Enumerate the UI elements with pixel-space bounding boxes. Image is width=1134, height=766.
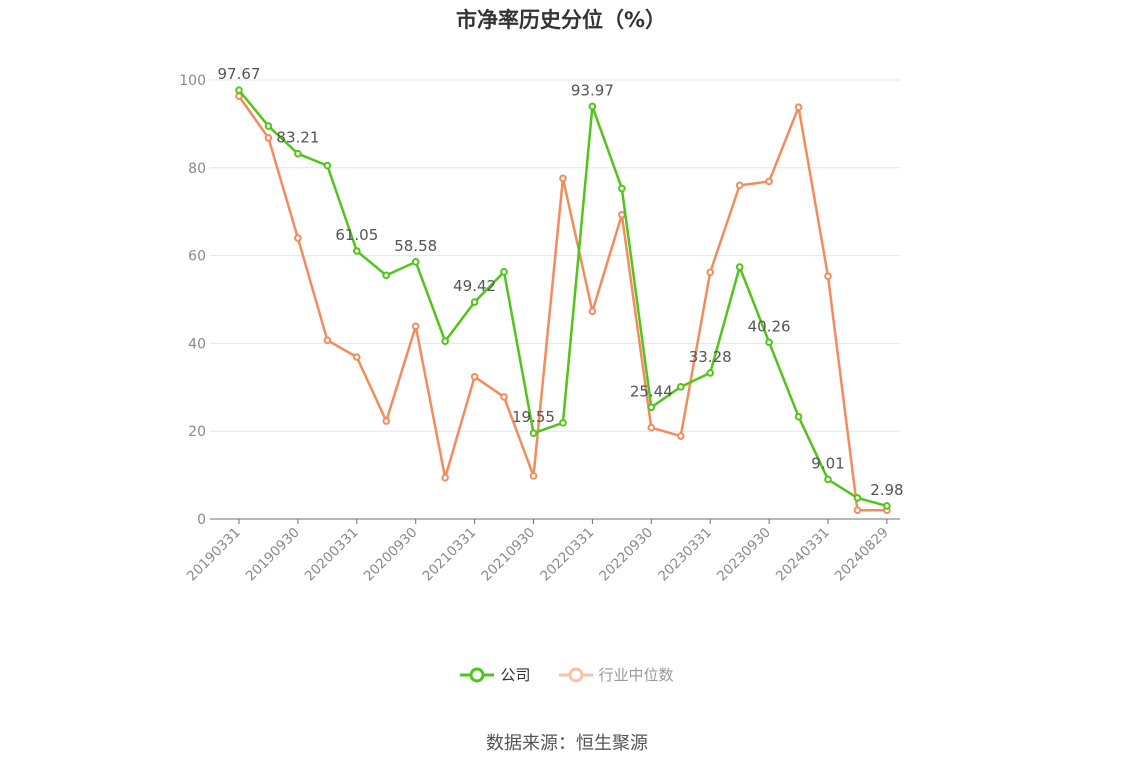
- data-point: [618, 210, 626, 219]
- x-tick-label: 20190331: [184, 525, 244, 585]
- legend-line-icon: [460, 667, 495, 682]
- legend-line-icon: [558, 667, 593, 682]
- data-label: 25.44: [630, 382, 673, 400]
- data-point: [765, 338, 773, 347]
- data-point: [411, 258, 420, 266]
- data-label: 61.05: [335, 226, 378, 244]
- data-point: [676, 383, 685, 391]
- data-point: [264, 122, 273, 130]
- data-point: [588, 102, 597, 111]
- legend-label-company: 公司: [500, 666, 531, 684]
- data-point: [353, 247, 361, 255]
- data-point: [883, 502, 891, 510]
- x-tick-label: 20200930: [361, 525, 421, 585]
- data-point: [647, 403, 656, 412]
- data-point: [853, 506, 862, 515]
- chart-plot: 0 20 40 60 80 100 2019033120190930202003312020…: [179, 65, 904, 584]
- data-label: 93.97: [571, 81, 614, 99]
- data-point: [559, 174, 567, 183]
- data-label: 40.26: [748, 317, 791, 335]
- series-line-company: [238, 89, 888, 508]
- data-point: [824, 272, 832, 281]
- data-point: [529, 472, 538, 480]
- data-point: [706, 268, 715, 277]
- legend-item-industry[interactable]: 行业中位数: [558, 664, 674, 685]
- x-tick-label: 20230331: [655, 525, 715, 585]
- data-point: [559, 419, 567, 427]
- data-labels: 97.67 83.21 61.05 58.58 49.42 19.55 93.97 25.44…: [218, 65, 904, 499]
- data-label: 58.58: [394, 237, 437, 255]
- data-point: [353, 353, 361, 361]
- data-label: 97.67: [218, 65, 261, 83]
- data-point: [470, 372, 479, 381]
- x-tick-label: 20220331: [537, 525, 597, 585]
- x-tick-label: 20200331: [302, 525, 362, 585]
- data-point: [323, 161, 332, 170]
- data-point: [382, 417, 391, 425]
- chart-title: 市净率历史分位（%）: [455, 8, 667, 32]
- y-tick-label: 80: [188, 161, 206, 177]
- data-point: [735, 263, 744, 271]
- axes: 0 20 40 60 80 100 2019033120190930202003312020…: [179, 73, 900, 584]
- data-source: 数据来源：恒生聚源: [486, 733, 648, 754]
- data-label: 19.55: [512, 408, 555, 426]
- legend-item-company[interactable]: 公司: [460, 664, 531, 685]
- data-point: [676, 432, 685, 440]
- data-point: [294, 234, 302, 242]
- series-lines: [235, 86, 891, 515]
- y-tick-label: 100: [179, 73, 206, 89]
- data-point: [411, 322, 420, 331]
- data-point: [500, 268, 508, 276]
- x-tick-label: 20190930: [243, 525, 303, 585]
- data-label: 33.28: [689, 348, 732, 366]
- y-tick-label: 60: [188, 249, 206, 265]
- data-point: [853, 494, 862, 502]
- data-label: 83.21: [276, 129, 319, 147]
- series-line-industry: [237, 95, 887, 512]
- data-point: [735, 181, 744, 190]
- data-point: [647, 423, 656, 432]
- x-tick-label: 20210331: [420, 525, 480, 585]
- x-tick-label: 20240331: [773, 525, 833, 585]
- data-point: [794, 412, 803, 421]
- x-tick-label: 20220930: [596, 525, 656, 585]
- data-point: [794, 103, 803, 112]
- legend: 公司 行业中位数: [0, 664, 1134, 685]
- data-point: [441, 337, 449, 346]
- x-tick-label: 20240829: [832, 525, 892, 585]
- y-tick-label: 40: [188, 336, 206, 352]
- data-point: [618, 184, 626, 193]
- y-tick-label: 20: [188, 424, 206, 440]
- x-tick-label: 20210930: [478, 525, 538, 585]
- data-point: [588, 307, 597, 316]
- data-point: [294, 149, 302, 158]
- data-point: [264, 134, 273, 142]
- data-point: [824, 475, 832, 484]
- data-point: [765, 177, 773, 186]
- data-point: [470, 298, 479, 306]
- data-point: [706, 369, 715, 377]
- data-point: [235, 86, 243, 95]
- data-label: 9.01: [811, 454, 844, 472]
- x-tick-label: 20230930: [714, 525, 774, 585]
- data-label: 49.42: [453, 277, 496, 295]
- data-point: [382, 271, 391, 280]
- data-point: [441, 473, 449, 482]
- legend-label-industry: 行业中位数: [598, 666, 674, 684]
- y-tick-label: 0: [197, 512, 206, 528]
- data-point: [529, 429, 538, 437]
- data-label: 2.98: [870, 481, 903, 499]
- data-point: [500, 393, 508, 401]
- data-point: [323, 336, 332, 345]
